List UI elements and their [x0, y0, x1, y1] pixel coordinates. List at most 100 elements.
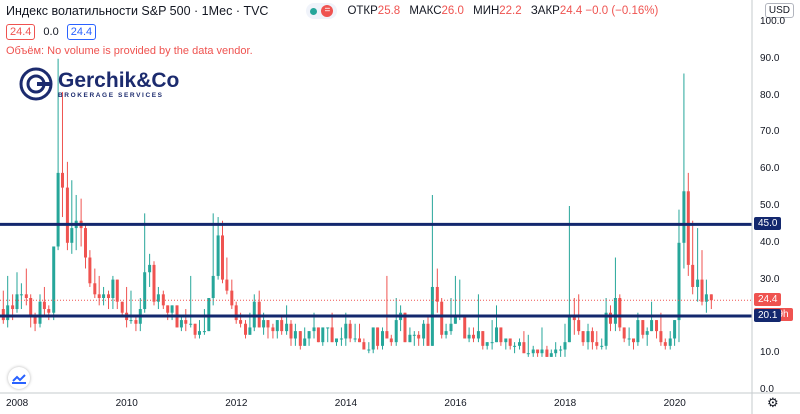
- candle-body: [93, 283, 97, 295]
- candle-body: [19, 294, 23, 296]
- candle-body: [604, 312, 608, 346]
- candles-layer: [1, 58, 713, 357]
- candle-body: [42, 301, 46, 310]
- candle-body: [504, 338, 508, 343]
- buy-price-button[interactable]: 24.4: [66, 24, 97, 40]
- candle-body: [641, 320, 645, 335]
- symbol-title[interactable]: Индекс волатильности S&P 500 · 1Мес · TV…: [6, 4, 269, 18]
- candle-body: [52, 246, 56, 313]
- candle-body: [700, 279, 704, 302]
- levels-layer: [0, 222, 752, 318]
- candle-body: [622, 327, 626, 339]
- chart-header: Индекс волатильности S&P 500 · 1Мес · TV…: [6, 2, 664, 20]
- candle-body: [230, 290, 234, 306]
- logo-subtitle: BROKERAGE SERVICES: [58, 91, 164, 99]
- candle-body: [485, 342, 489, 346]
- candle-body: [33, 316, 37, 324]
- candle-body: [371, 327, 375, 350]
- status-pill[interactable]: =: [306, 3, 338, 19]
- candle-body: [344, 323, 348, 339]
- level-20-tag: 20.1: [754, 309, 782, 323]
- candle-body: [586, 331, 590, 343]
- candle-body: [422, 323, 426, 339]
- candle-body: [362, 342, 366, 350]
- candle-body: [490, 342, 494, 344]
- ohlc-open-key: ОТКР: [347, 5, 378, 17]
- candle-body: [202, 331, 206, 333]
- candle-body: [29, 298, 33, 317]
- candle-body: [107, 294, 111, 298]
- candle-body: [581, 331, 585, 343]
- candle-body: [655, 320, 659, 332]
- volume-message-text: No volume is provided by the data vendor…: [47, 45, 253, 57]
- candle-body: [476, 331, 480, 339]
- candle-body: [668, 338, 672, 346]
- candle-body: [686, 191, 690, 265]
- tradingview-icon: [12, 374, 26, 384]
- price-axis-label: 60.0: [760, 163, 780, 175]
- candle-body: [467, 334, 471, 339]
- candle-body: [673, 320, 677, 339]
- candle-body: [559, 349, 563, 351]
- candle-body: [632, 338, 635, 343]
- candle-body: [403, 312, 407, 343]
- candle-body: [334, 338, 338, 343]
- candle-body: [285, 323, 289, 332]
- candle-body: [84, 228, 87, 258]
- candle-body: [704, 294, 708, 302]
- tradingview-button[interactable]: [8, 367, 30, 389]
- candle-body: [193, 323, 197, 335]
- candle-body: [627, 338, 631, 340]
- candle-body: [682, 191, 686, 243]
- candle-body: [367, 349, 371, 351]
- price-axis-label: 0.0: [760, 384, 774, 395]
- time-axis-label: 2012: [225, 398, 248, 409]
- candle-body: [161, 294, 165, 306]
- candle-body: [554, 349, 558, 354]
- candle-body: [663, 342, 667, 346]
- level-45-tag: 45.0: [754, 217, 782, 231]
- candle-body: [613, 298, 617, 324]
- candle-body: [129, 320, 133, 322]
- candle-body: [567, 316, 571, 343]
- currency-button[interactable]: USD: [764, 3, 794, 18]
- sell-price-button[interactable]: 24.4: [6, 24, 36, 40]
- candle-body: [526, 353, 530, 355]
- candle-body: [471, 334, 475, 339]
- candle-body: [234, 305, 238, 321]
- candle-body: [385, 331, 389, 339]
- candle-body: [189, 323, 193, 325]
- price-axis-label: 90.0: [760, 52, 780, 64]
- candle-body: [321, 327, 325, 343]
- candle-body: [618, 298, 622, 328]
- candle-body: [549, 353, 553, 357]
- candle-body: [696, 279, 700, 287]
- candle-body: [440, 301, 444, 335]
- candle-body: [453, 316, 457, 324]
- equals-icon: =: [321, 5, 334, 17]
- candle-body: [293, 331, 297, 339]
- candle-body: [211, 275, 215, 298]
- candle-body: [184, 320, 188, 324]
- candle-body: [394, 320, 398, 343]
- candle-body: [316, 327, 320, 343]
- candle-body: [499, 327, 503, 343]
- volume-message: Объём: No volume is provided by the data…: [6, 45, 253, 57]
- candle-body: [358, 338, 361, 343]
- candle-body: [435, 286, 439, 302]
- candle-body: [289, 323, 293, 339]
- candle-body: [262, 320, 266, 328]
- candle-body: [330, 327, 334, 343]
- candle-body: [170, 305, 174, 313]
- candle-body: [677, 242, 681, 321]
- candle-body: [115, 279, 119, 302]
- candle-body: [15, 294, 19, 310]
- candle-body: [280, 320, 284, 332]
- gear-icon[interactable]: ⚙: [767, 395, 779, 410]
- candle-body: [444, 331, 448, 335]
- candle-body: [225, 279, 229, 291]
- candle-body: [540, 349, 544, 354]
- candle-body: [508, 338, 512, 346]
- gerchik-logo: Gerchik&Co BROKERAGE SERVICES: [18, 66, 179, 102]
